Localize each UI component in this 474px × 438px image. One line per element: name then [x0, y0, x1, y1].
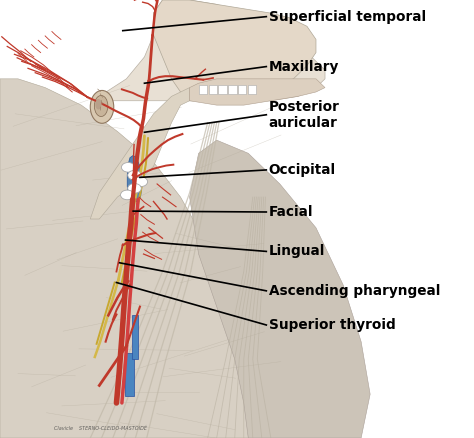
Bar — [209, 85, 217, 94]
Polygon shape — [0, 79, 262, 438]
Bar — [199, 85, 207, 94]
Ellipse shape — [120, 190, 134, 200]
Text: Superficial temporal: Superficial temporal — [269, 10, 426, 24]
Ellipse shape — [95, 99, 101, 110]
Text: Lingual: Lingual — [269, 244, 325, 258]
Text: Ascending pharyngeal: Ascending pharyngeal — [269, 284, 440, 298]
Ellipse shape — [94, 95, 108, 117]
Text: Clavicle    STERNO-CLEIDO-MASTOIDÉ: Clavicle STERNO-CLEIDO-MASTOIDÉ — [54, 426, 147, 431]
Text: Occipital: Occipital — [269, 163, 336, 177]
Polygon shape — [128, 155, 142, 201]
Polygon shape — [190, 140, 370, 438]
Polygon shape — [100, 0, 325, 101]
Bar — [238, 85, 246, 94]
Polygon shape — [154, 0, 316, 101]
Ellipse shape — [134, 177, 147, 187]
Bar — [248, 85, 256, 94]
Text: Facial: Facial — [269, 205, 313, 219]
Text: Maxillary: Maxillary — [269, 60, 339, 74]
Ellipse shape — [121, 162, 135, 172]
Ellipse shape — [128, 170, 141, 180]
Ellipse shape — [90, 91, 114, 124]
Polygon shape — [190, 79, 325, 105]
Ellipse shape — [128, 184, 141, 193]
Text: Posterior
auricular: Posterior auricular — [269, 100, 339, 130]
Bar — [126, 353, 134, 396]
Bar — [132, 315, 138, 359]
Bar — [228, 85, 237, 94]
Bar — [219, 85, 227, 94]
Text: Superior thyroid: Superior thyroid — [269, 318, 395, 332]
Polygon shape — [90, 88, 190, 219]
